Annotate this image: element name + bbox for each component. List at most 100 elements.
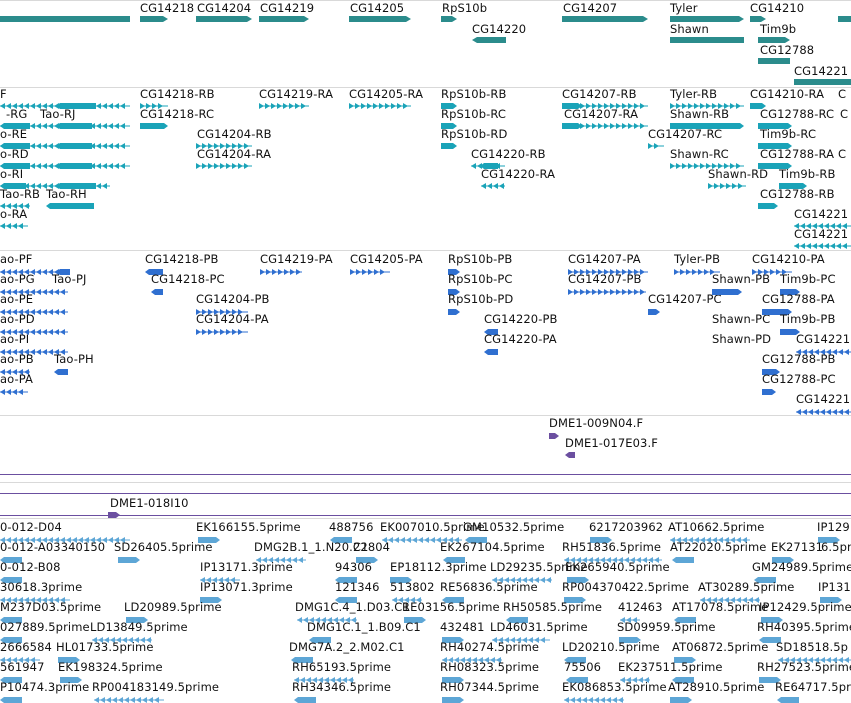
est-glyph[interactable]: [564, 556, 664, 564]
transcript-glyph[interactable]: [481, 182, 507, 190]
protein-glyph[interactable]: [260, 268, 304, 276]
protein-glyph[interactable]: [796, 408, 851, 416]
est-glyph[interactable]: [567, 576, 589, 584]
protein-glyph[interactable]: [484, 328, 498, 336]
transcript-glyph[interactable]: [648, 142, 666, 150]
transcript-glyph[interactable]: [670, 102, 746, 110]
gene-glyph[interactable]: [670, 15, 744, 23]
transcript-glyph[interactable]: [670, 122, 744, 130]
est-glyph[interactable]: [382, 536, 464, 544]
transcript-glyph[interactable]: [56, 182, 96, 190]
transcript-glyph[interactable]: [196, 162, 254, 170]
transcript-glyph[interactable]: [0, 142, 30, 150]
protein-glyph[interactable]: [448, 308, 460, 316]
gene-glyph[interactable]: [750, 15, 766, 23]
clone-span-line[interactable]: [0, 493, 851, 494]
est-glyph[interactable]: [492, 636, 552, 644]
transcript-glyph[interactable]: [441, 142, 457, 150]
gene-glyph[interactable]: [259, 15, 309, 23]
transcript-glyph[interactable]: [0, 122, 30, 130]
protein-glyph[interactable]: [56, 268, 70, 276]
gene-glyph[interactable]: [140, 15, 168, 23]
est-glyph[interactable]: [590, 536, 612, 544]
est-glyph[interactable]: [294, 696, 316, 703]
protein-glyph[interactable]: [0, 388, 30, 396]
clone-span-line[interactable]: [0, 515, 851, 516]
protein-glyph[interactable]: [780, 328, 800, 336]
gene-glyph[interactable]: [196, 15, 252, 23]
est-glyph[interactable]: [818, 536, 840, 544]
est-glyph[interactable]: [0, 616, 22, 624]
transcript-glyph[interactable]: [56, 142, 92, 150]
est-glyph[interactable]: [198, 536, 220, 544]
est-glyph[interactable]: [759, 636, 781, 644]
gene-glyph[interactable]: [441, 15, 457, 23]
transcript-glyph[interactable]: [562, 122, 582, 130]
transcript-glyph[interactable]: [758, 202, 778, 210]
transcript-glyph[interactable]: [0, 162, 30, 170]
est-glyph[interactable]: [297, 616, 359, 624]
transcript-glyph[interactable]: [758, 142, 792, 150]
protein-glyph[interactable]: [0, 368, 32, 376]
est-glyph[interactable]: [200, 576, 242, 584]
est-glyph[interactable]: [118, 556, 140, 564]
est-glyph[interactable]: [0, 596, 72, 604]
protein-glyph[interactable]: [448, 268, 460, 276]
gene-glyph[interactable]: [349, 15, 411, 23]
est-glyph[interactable]: [672, 676, 694, 684]
est-glyph[interactable]: [0, 576, 22, 584]
est-glyph[interactable]: [506, 616, 528, 624]
transcript-glyph[interactable]: [794, 222, 851, 230]
protein-glyph[interactable]: [780, 288, 800, 296]
protein-glyph[interactable]: [0, 328, 70, 336]
clone-span-line[interactable]: [0, 474, 851, 475]
est-glyph[interactable]: [92, 636, 154, 644]
est-glyph[interactable]: [566, 676, 588, 684]
protein-glyph[interactable]: [145, 268, 163, 276]
est-glyph[interactable]: [309, 636, 331, 644]
protein-glyph[interactable]: [762, 368, 780, 376]
est-glyph[interactable]: [94, 696, 166, 703]
est-glyph[interactable]: [442, 596, 464, 604]
est-glyph[interactable]: [820, 596, 842, 604]
est-glyph[interactable]: [335, 576, 357, 584]
protein-glyph[interactable]: [448, 288, 460, 296]
est-glyph[interactable]: [58, 656, 80, 664]
gene-glyph[interactable]: [472, 36, 506, 44]
est-glyph[interactable]: [564, 696, 626, 703]
est-glyph[interactable]: [754, 576, 776, 584]
transcript-glyph[interactable]: [56, 122, 92, 130]
transcript-glyph[interactable]: [0, 182, 26, 190]
transcript-glyph[interactable]: [708, 182, 748, 190]
protein-glyph[interactable]: [796, 348, 851, 356]
protein-glyph[interactable]: [752, 268, 794, 276]
protein-glyph[interactable]: [54, 368, 68, 376]
est-glyph[interactable]: [443, 556, 465, 564]
transcript-glyph[interactable]: [140, 102, 170, 110]
est-glyph[interactable]: [772, 556, 794, 564]
protein-glyph[interactable]: [674, 268, 722, 276]
est-glyph[interactable]: [442, 656, 504, 664]
protein-glyph[interactable]: [0, 288, 70, 296]
protein-glyph[interactable]: [762, 388, 776, 396]
transcript-glyph[interactable]: [46, 202, 94, 210]
transcript-glyph[interactable]: [670, 162, 746, 170]
transcript-glyph[interactable]: [0, 222, 30, 230]
est-glyph[interactable]: [759, 676, 781, 684]
est-glyph[interactable]: [0, 636, 22, 644]
est-glyph[interactable]: [390, 576, 412, 584]
est-glyph[interactable]: [0, 536, 132, 544]
est-glyph[interactable]: [674, 616, 696, 624]
est-glyph[interactable]: [0, 656, 42, 664]
est-glyph[interactable]: [465, 536, 487, 544]
transcript-glyph[interactable]: [480, 162, 498, 170]
clone-glyph[interactable]: [549, 432, 559, 440]
est-glyph[interactable]: [256, 556, 308, 564]
est-glyph[interactable]: [442, 636, 464, 644]
gene-glyph[interactable]: [0, 15, 130, 23]
est-glyph[interactable]: [620, 616, 642, 624]
est-glyph[interactable]: [60, 676, 82, 684]
est-glyph[interactable]: [700, 596, 762, 604]
transcript-glyph[interactable]: [140, 122, 168, 130]
gene-glyph[interactable]: [758, 36, 790, 44]
